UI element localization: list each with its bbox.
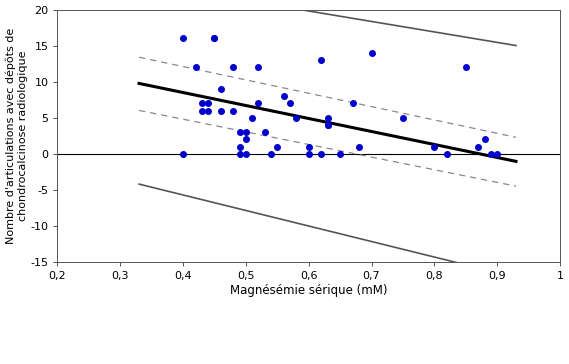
Point xyxy=(323,122,332,128)
Point xyxy=(241,129,250,135)
Point xyxy=(304,144,314,150)
Point xyxy=(210,36,219,41)
Point xyxy=(486,151,496,157)
Point xyxy=(480,136,489,142)
Point xyxy=(398,115,407,121)
Point xyxy=(179,36,188,41)
Point xyxy=(317,151,326,157)
Point xyxy=(430,144,439,150)
Point xyxy=(179,151,188,157)
Point xyxy=(291,115,300,121)
Point xyxy=(191,64,200,70)
Point xyxy=(273,144,282,150)
Point xyxy=(493,151,502,157)
Point xyxy=(197,108,207,114)
Point xyxy=(304,151,314,157)
Point xyxy=(266,151,275,157)
Point xyxy=(235,151,244,157)
Point xyxy=(248,115,257,121)
Point xyxy=(229,64,238,70)
Point xyxy=(216,86,225,92)
Point xyxy=(235,144,244,150)
Point xyxy=(323,122,332,128)
Point xyxy=(367,50,376,56)
Point xyxy=(317,57,326,63)
Point xyxy=(204,100,213,106)
Point xyxy=(279,93,288,99)
Point xyxy=(210,36,219,41)
Point xyxy=(241,151,250,157)
Point xyxy=(254,100,263,106)
Point xyxy=(260,129,269,135)
Point xyxy=(229,108,238,114)
Point xyxy=(204,108,213,114)
Point xyxy=(285,100,294,106)
Point xyxy=(241,136,250,142)
Point xyxy=(348,100,357,106)
Point xyxy=(235,129,244,135)
Point xyxy=(323,115,332,121)
Point xyxy=(461,64,471,70)
Point xyxy=(216,108,225,114)
Point xyxy=(442,151,451,157)
Point xyxy=(354,144,364,150)
Point xyxy=(336,151,345,157)
X-axis label: Magnésémie sérique (mM): Magnésémie sérique (mM) xyxy=(230,284,387,297)
Point xyxy=(474,144,483,150)
Point xyxy=(254,64,263,70)
Y-axis label: Nombre d'articulations avec dépôts de
chondrocalcinose radiologique: Nombre d'articulations avec dépôts de ch… xyxy=(6,28,28,244)
Point xyxy=(197,100,207,106)
